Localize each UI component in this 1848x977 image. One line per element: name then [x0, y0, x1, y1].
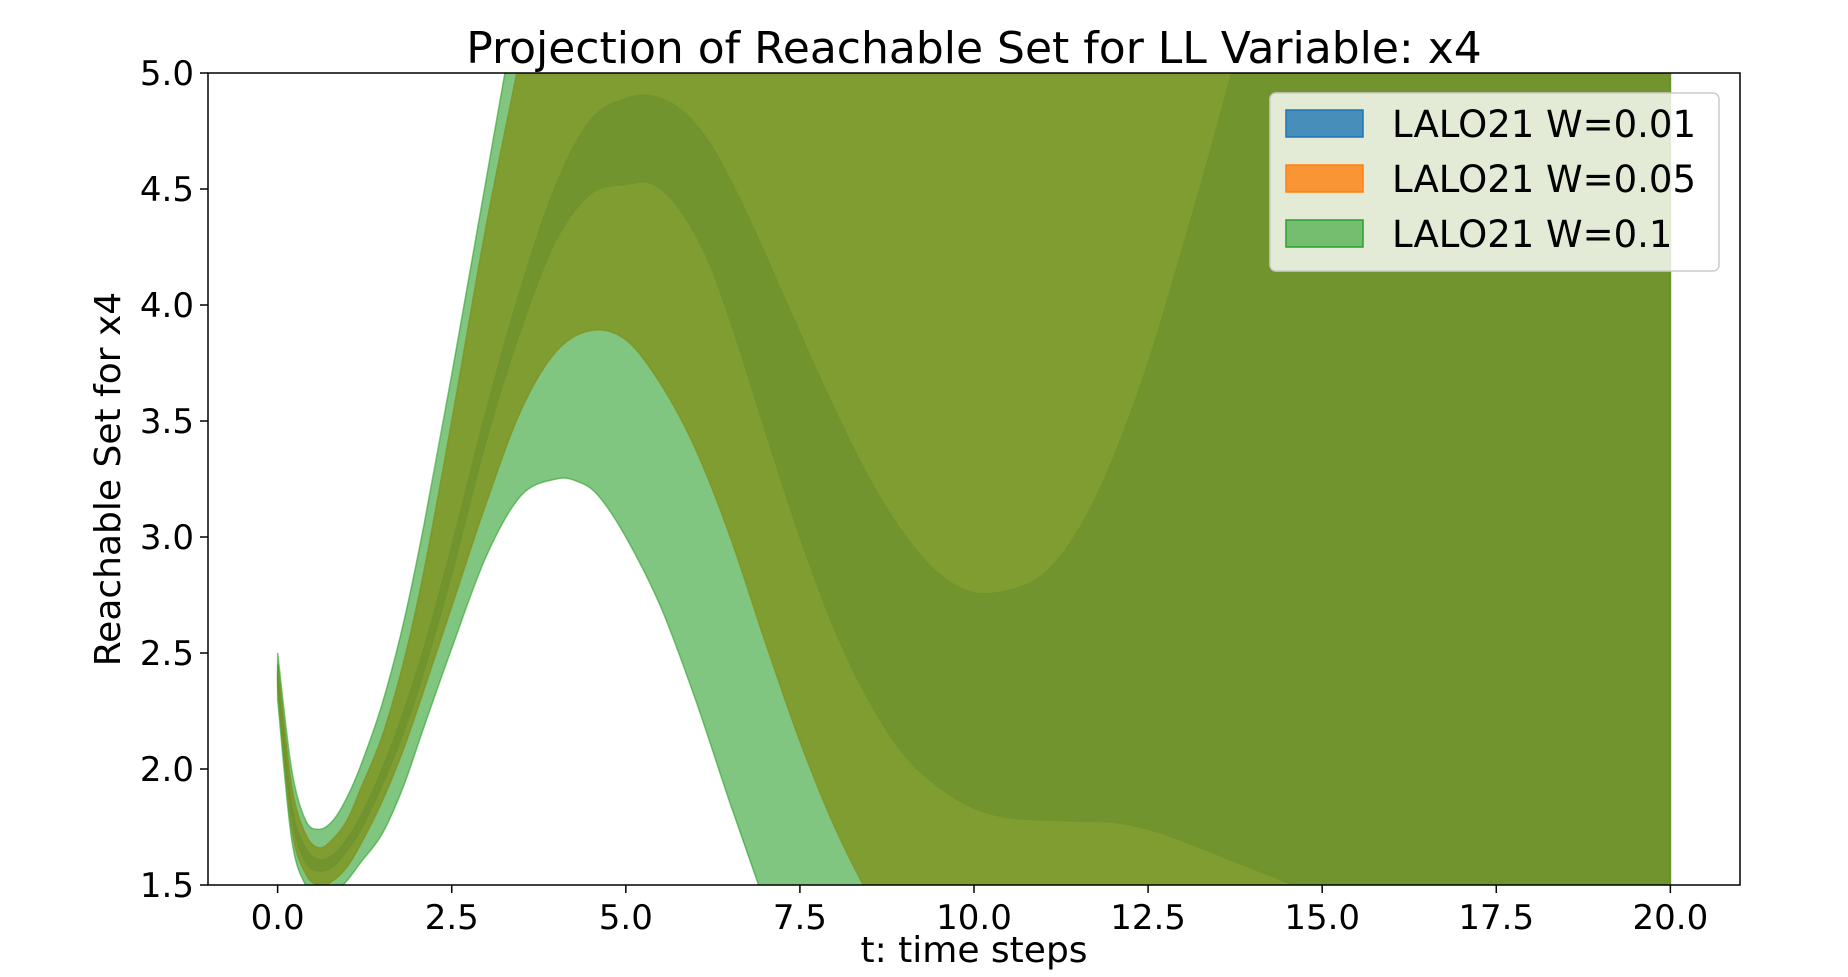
- y-tick-label: 3.0: [140, 518, 194, 558]
- legend-label-w01: LALO21 W=0.1: [1392, 213, 1672, 256]
- reachable-set-band-2: [276, 73, 1672, 885]
- legend: LALO21 W=0.01 LALO21 W=0.05 LALO21 W=0.1: [1269, 92, 1720, 272]
- x-tick-label: 7.5: [773, 898, 827, 938]
- x-axis-label: t: time steps: [860, 930, 1087, 971]
- x-tick-label: 17.5: [1458, 898, 1534, 938]
- chart-title: Projection of Reachable Set for LL Varia…: [466, 23, 1482, 74]
- legend-label-w005: LALO21 W=0.05: [1392, 158, 1696, 201]
- x-tick-label: 0.0: [251, 898, 305, 938]
- legend-swatch-w005: [1285, 164, 1364, 193]
- y-tick-label: 4.0: [140, 286, 194, 326]
- legend-label-w001: LALO21 W=0.01: [1392, 103, 1696, 146]
- x-axis: 0.0 2.5 5.0 7.5 10.0 12.5 15.0 17.5 20.0: [251, 885, 1709, 938]
- y-tick-label: 5.0: [140, 54, 194, 94]
- y-tick-label: 1.5: [140, 866, 194, 906]
- y-tick-label: 2.0: [140, 750, 194, 790]
- y-tick-label: 2.5: [140, 634, 194, 674]
- legend-swatch-w01: [1285, 219, 1364, 248]
- plot-area: [276, 73, 1672, 885]
- x-tick-label: 12.5: [1110, 898, 1186, 938]
- legend-frame: [1269, 92, 1720, 272]
- y-tick-label: 4.5: [140, 170, 194, 210]
- y-axis-label: Reachable Set for x4: [88, 292, 129, 666]
- x-tick-label: 20.0: [1633, 898, 1709, 938]
- legend-swatch-w001: [1285, 109, 1364, 138]
- x-tick-label: 10.0: [936, 898, 1012, 938]
- y-tick-label: 3.5: [140, 402, 194, 442]
- x-tick-label: 2.5: [425, 898, 479, 938]
- y-axis: 1.5 2.0 2.5 3.0 3.5 4.0 4.5 5.0: [140, 54, 208, 906]
- x-tick-label: 15.0: [1284, 898, 1360, 938]
- x-tick-label: 5.0: [599, 898, 653, 938]
